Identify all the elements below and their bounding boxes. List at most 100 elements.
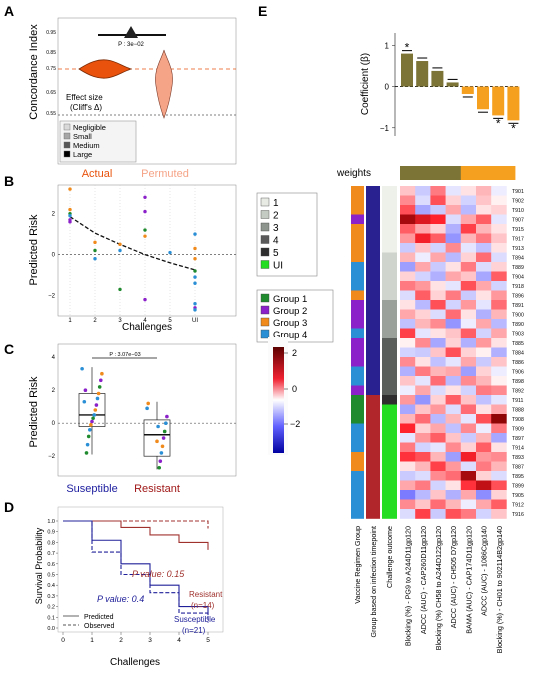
e-significance-star: * xyxy=(496,116,501,130)
panel-a: A Concordance Index 0.95 0.85 0.75 0.65 … xyxy=(4,3,237,180)
e-heatmap-cell xyxy=(430,404,446,415)
b-x-ticks: 1 2 3 4 5 UI xyxy=(68,318,198,324)
e-annotation-cell xyxy=(382,480,397,491)
b-x-tick: 4 xyxy=(143,318,147,324)
e-legend-challenge-items: 1 23 45 UI xyxy=(260,197,283,272)
c-point xyxy=(158,459,163,463)
e-heatmap-cell xyxy=(415,452,431,462)
e-heatmap-cell xyxy=(415,309,431,320)
c-point xyxy=(155,439,159,444)
panel-c: C Predicted Risk 4 2 0 −2 P : 3.07e−03 Suse… xyxy=(4,341,237,495)
e-heatmap-cell xyxy=(476,404,492,415)
b-point xyxy=(93,240,97,245)
d-survival-curve xyxy=(63,520,209,550)
e-heatmap-cell xyxy=(460,461,477,472)
d-x-tick: 1 xyxy=(90,637,94,644)
e-heatmap-cell xyxy=(460,385,477,396)
e-legend-swatch xyxy=(260,247,270,257)
e-heatmap-cell xyxy=(460,271,477,282)
e-heatmap-cell xyxy=(460,509,477,519)
e-colorbar xyxy=(273,347,284,453)
e-heatmap-cell xyxy=(415,404,431,415)
e-significance-star: * xyxy=(511,121,516,135)
e-annotation-cell xyxy=(366,452,380,462)
e-annotation-cell xyxy=(366,262,380,272)
a-y-tick: 0.85 xyxy=(46,50,56,56)
d-x-tick: 2 xyxy=(119,637,123,644)
b-point xyxy=(68,187,72,191)
e-annotation-cell xyxy=(351,509,364,519)
e-y-tick: 0 xyxy=(385,83,390,92)
e-annotation-cell xyxy=(382,205,397,215)
e-heatmap-cell xyxy=(400,281,416,291)
c-point xyxy=(82,399,87,404)
e-row-label: T905 xyxy=(512,493,524,499)
e-heatmap-cell xyxy=(460,233,477,244)
e-annotation-cell xyxy=(351,252,364,263)
e-annotation-cell xyxy=(382,442,397,453)
e-annotation-cell xyxy=(382,262,397,272)
e-heatmap-cell xyxy=(491,243,507,253)
e-heatmap-cell xyxy=(491,309,507,320)
e-heatmap-cell xyxy=(476,442,492,453)
e-legend-label: 5 xyxy=(273,248,279,259)
b-point xyxy=(68,207,72,212)
e-heatmap-cell xyxy=(460,357,477,367)
e-heatmap-cell xyxy=(460,376,477,386)
e-heatmap-cell xyxy=(491,214,507,225)
e-heatmap-cell xyxy=(400,262,416,272)
panel-letter-e: E xyxy=(258,3,267,19)
e-annotation-cell xyxy=(366,300,380,310)
c-point xyxy=(94,403,99,407)
e-heatmap-cell xyxy=(400,319,416,329)
e-coefficient-bar xyxy=(431,70,444,87)
e-heatmap-cell xyxy=(491,328,507,339)
e-annotation-cell xyxy=(366,423,380,434)
c-y-tick: 2 xyxy=(52,388,56,394)
e-heatmap-cell xyxy=(400,385,416,396)
c-point xyxy=(162,429,167,434)
e-row-label: T900 xyxy=(512,313,524,319)
b-point xyxy=(93,248,97,253)
d-y-tick: 0.1 xyxy=(47,615,55,621)
e-annotation-cell xyxy=(351,347,364,358)
e-heatmap-cell xyxy=(491,224,507,234)
e-heatmap-cell xyxy=(400,252,416,263)
e-row-label: T894 xyxy=(512,256,524,262)
e-heatmap-cell xyxy=(445,224,462,234)
e-column-labels: Vaccine Regimen Group Group based on infe… xyxy=(353,526,504,653)
e-heatmap-cell xyxy=(415,243,431,253)
e-heatmap-cell xyxy=(476,452,492,462)
e-heatmap-cell xyxy=(430,490,446,500)
e-heatmap-cell xyxy=(460,452,477,462)
d-legend-observed: Observed xyxy=(84,623,114,630)
e-heatmap-cell xyxy=(415,319,431,329)
e-row-label: T892 xyxy=(512,389,524,395)
c-category-resistant: Resistant xyxy=(134,483,180,495)
e-weight-cell xyxy=(491,166,507,180)
b-gridlines xyxy=(69,185,196,316)
a-legend xyxy=(59,120,137,163)
e-heatmap-cell xyxy=(491,186,507,196)
e-y-ticks: 1 0 −1 xyxy=(380,41,395,133)
e-annotation-cell xyxy=(366,195,380,206)
e-legend-swatch xyxy=(260,317,270,327)
e-heatmap-cell xyxy=(491,490,507,500)
e-legend-swatch xyxy=(260,235,270,244)
e-heatmap-cell xyxy=(415,423,431,434)
e-weight-cell xyxy=(445,166,462,180)
e-heatmap-cell xyxy=(415,262,431,272)
e-heatmap-cell xyxy=(445,509,462,519)
d-p-value-susceptible: P value: 0.4 xyxy=(97,594,144,604)
e-heatmap-cell xyxy=(400,404,416,415)
e-heatmap-cell xyxy=(445,376,462,386)
e-heatmap-cell xyxy=(400,461,416,472)
e-heatmap-cell xyxy=(400,442,416,453)
e-row-label: T913 xyxy=(512,246,524,252)
e-heatmap-cell xyxy=(415,385,431,396)
e-row-label: T886 xyxy=(512,360,524,366)
e-y-tick: −1 xyxy=(380,124,390,133)
e-heatmap-cell xyxy=(491,471,507,481)
d-y-tick: 0.0 xyxy=(47,626,55,632)
e-row-label: T898 xyxy=(512,379,524,385)
